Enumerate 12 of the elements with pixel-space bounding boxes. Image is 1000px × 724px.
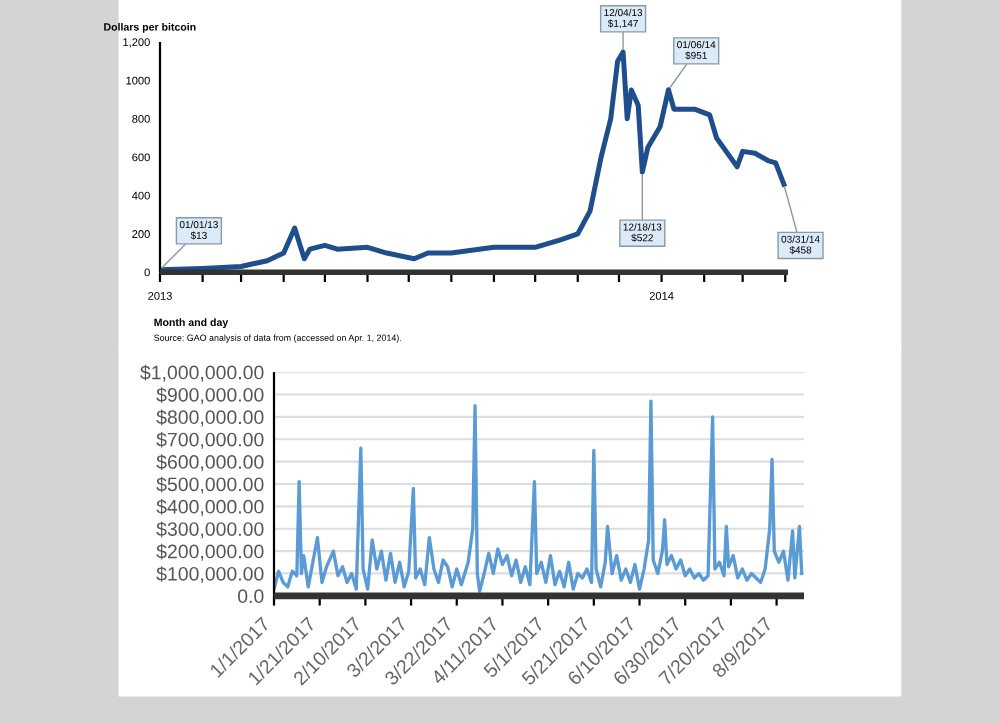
y-tick-label: 0.0 [238,589,264,604]
y-tick-label: $100,000.00 [156,566,264,584]
y-tick-label: $400,000.00 [156,499,264,516]
y-tick-label: $800,000.00 [156,409,264,427]
y-tick-label: $500,000.00 [156,476,264,494]
y-tick-label: $300,000.00 [156,521,264,539]
y-tick-label: $200,000.00 [156,543,264,561]
line-series [274,399,804,594]
y-tick-label: $700,000.00 [156,431,264,449]
y-tick-label: $600,000.00 [156,454,264,472]
y-tick-label: $900,000.00 [156,387,264,405]
y-tick-label: $1,000,000.00 [140,364,264,382]
